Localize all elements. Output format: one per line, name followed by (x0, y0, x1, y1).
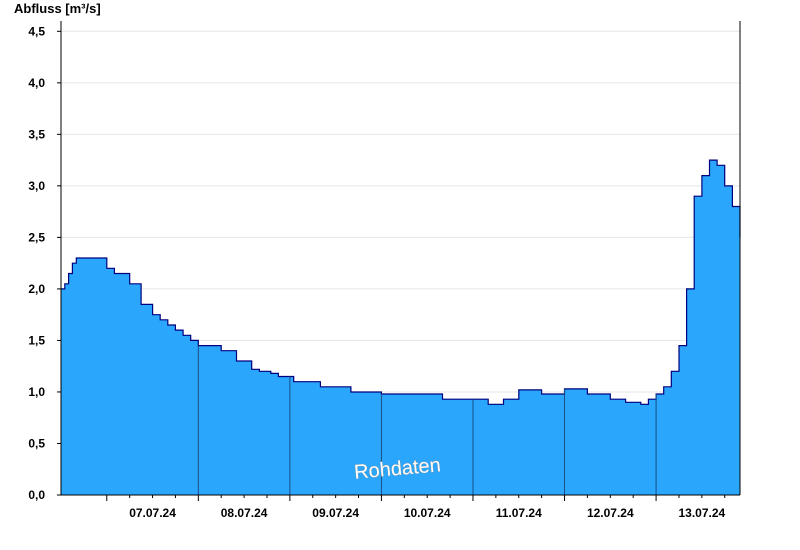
discharge-area (61, 160, 740, 495)
y-axis-label: Abfluss [m³/s] (14, 1, 101, 16)
y-tick-label: 4,0 (28, 76, 45, 90)
x-ticks: 07.07.24 08.07.24 09.07.24 10.07.24 11.07.24… (106, 495, 726, 520)
x-tick-label: 08.07.24 (221, 506, 268, 520)
y-tick-label: 2,0 (28, 282, 45, 296)
y-ticks: 0,0 0,5 1,0 1,5 2,0 2,5 3,0 3,5 4,0 4,5 (28, 24, 61, 502)
y-tick-label: 0,0 (28, 488, 45, 502)
x-tick-label: 13.07.24 (678, 506, 725, 520)
x-tick-label: 10.07.24 (404, 506, 451, 520)
x-tick-label: 07.07.24 (129, 506, 176, 520)
day-dividers (197, 345, 657, 495)
y-tick-label: 2,5 (28, 230, 45, 244)
x-tick-label: 12.07.24 (587, 506, 634, 520)
y-tick-label: 3,0 (28, 179, 45, 193)
y-tick-label: 4,5 (28, 24, 45, 38)
y-tick-label: 0,5 (28, 436, 45, 450)
x-tick-label: 09.07.24 (312, 506, 359, 520)
plot-area (61, 159, 741, 495)
x-tick-label: 11.07.24 (496, 506, 542, 520)
y-tick-label: 1,0 (28, 385, 45, 399)
axes (60, 21, 741, 496)
y-tick-label: 3,5 (28, 127, 45, 141)
y-tick-label: 1,5 (28, 333, 45, 347)
discharge-line (61, 159, 741, 405)
